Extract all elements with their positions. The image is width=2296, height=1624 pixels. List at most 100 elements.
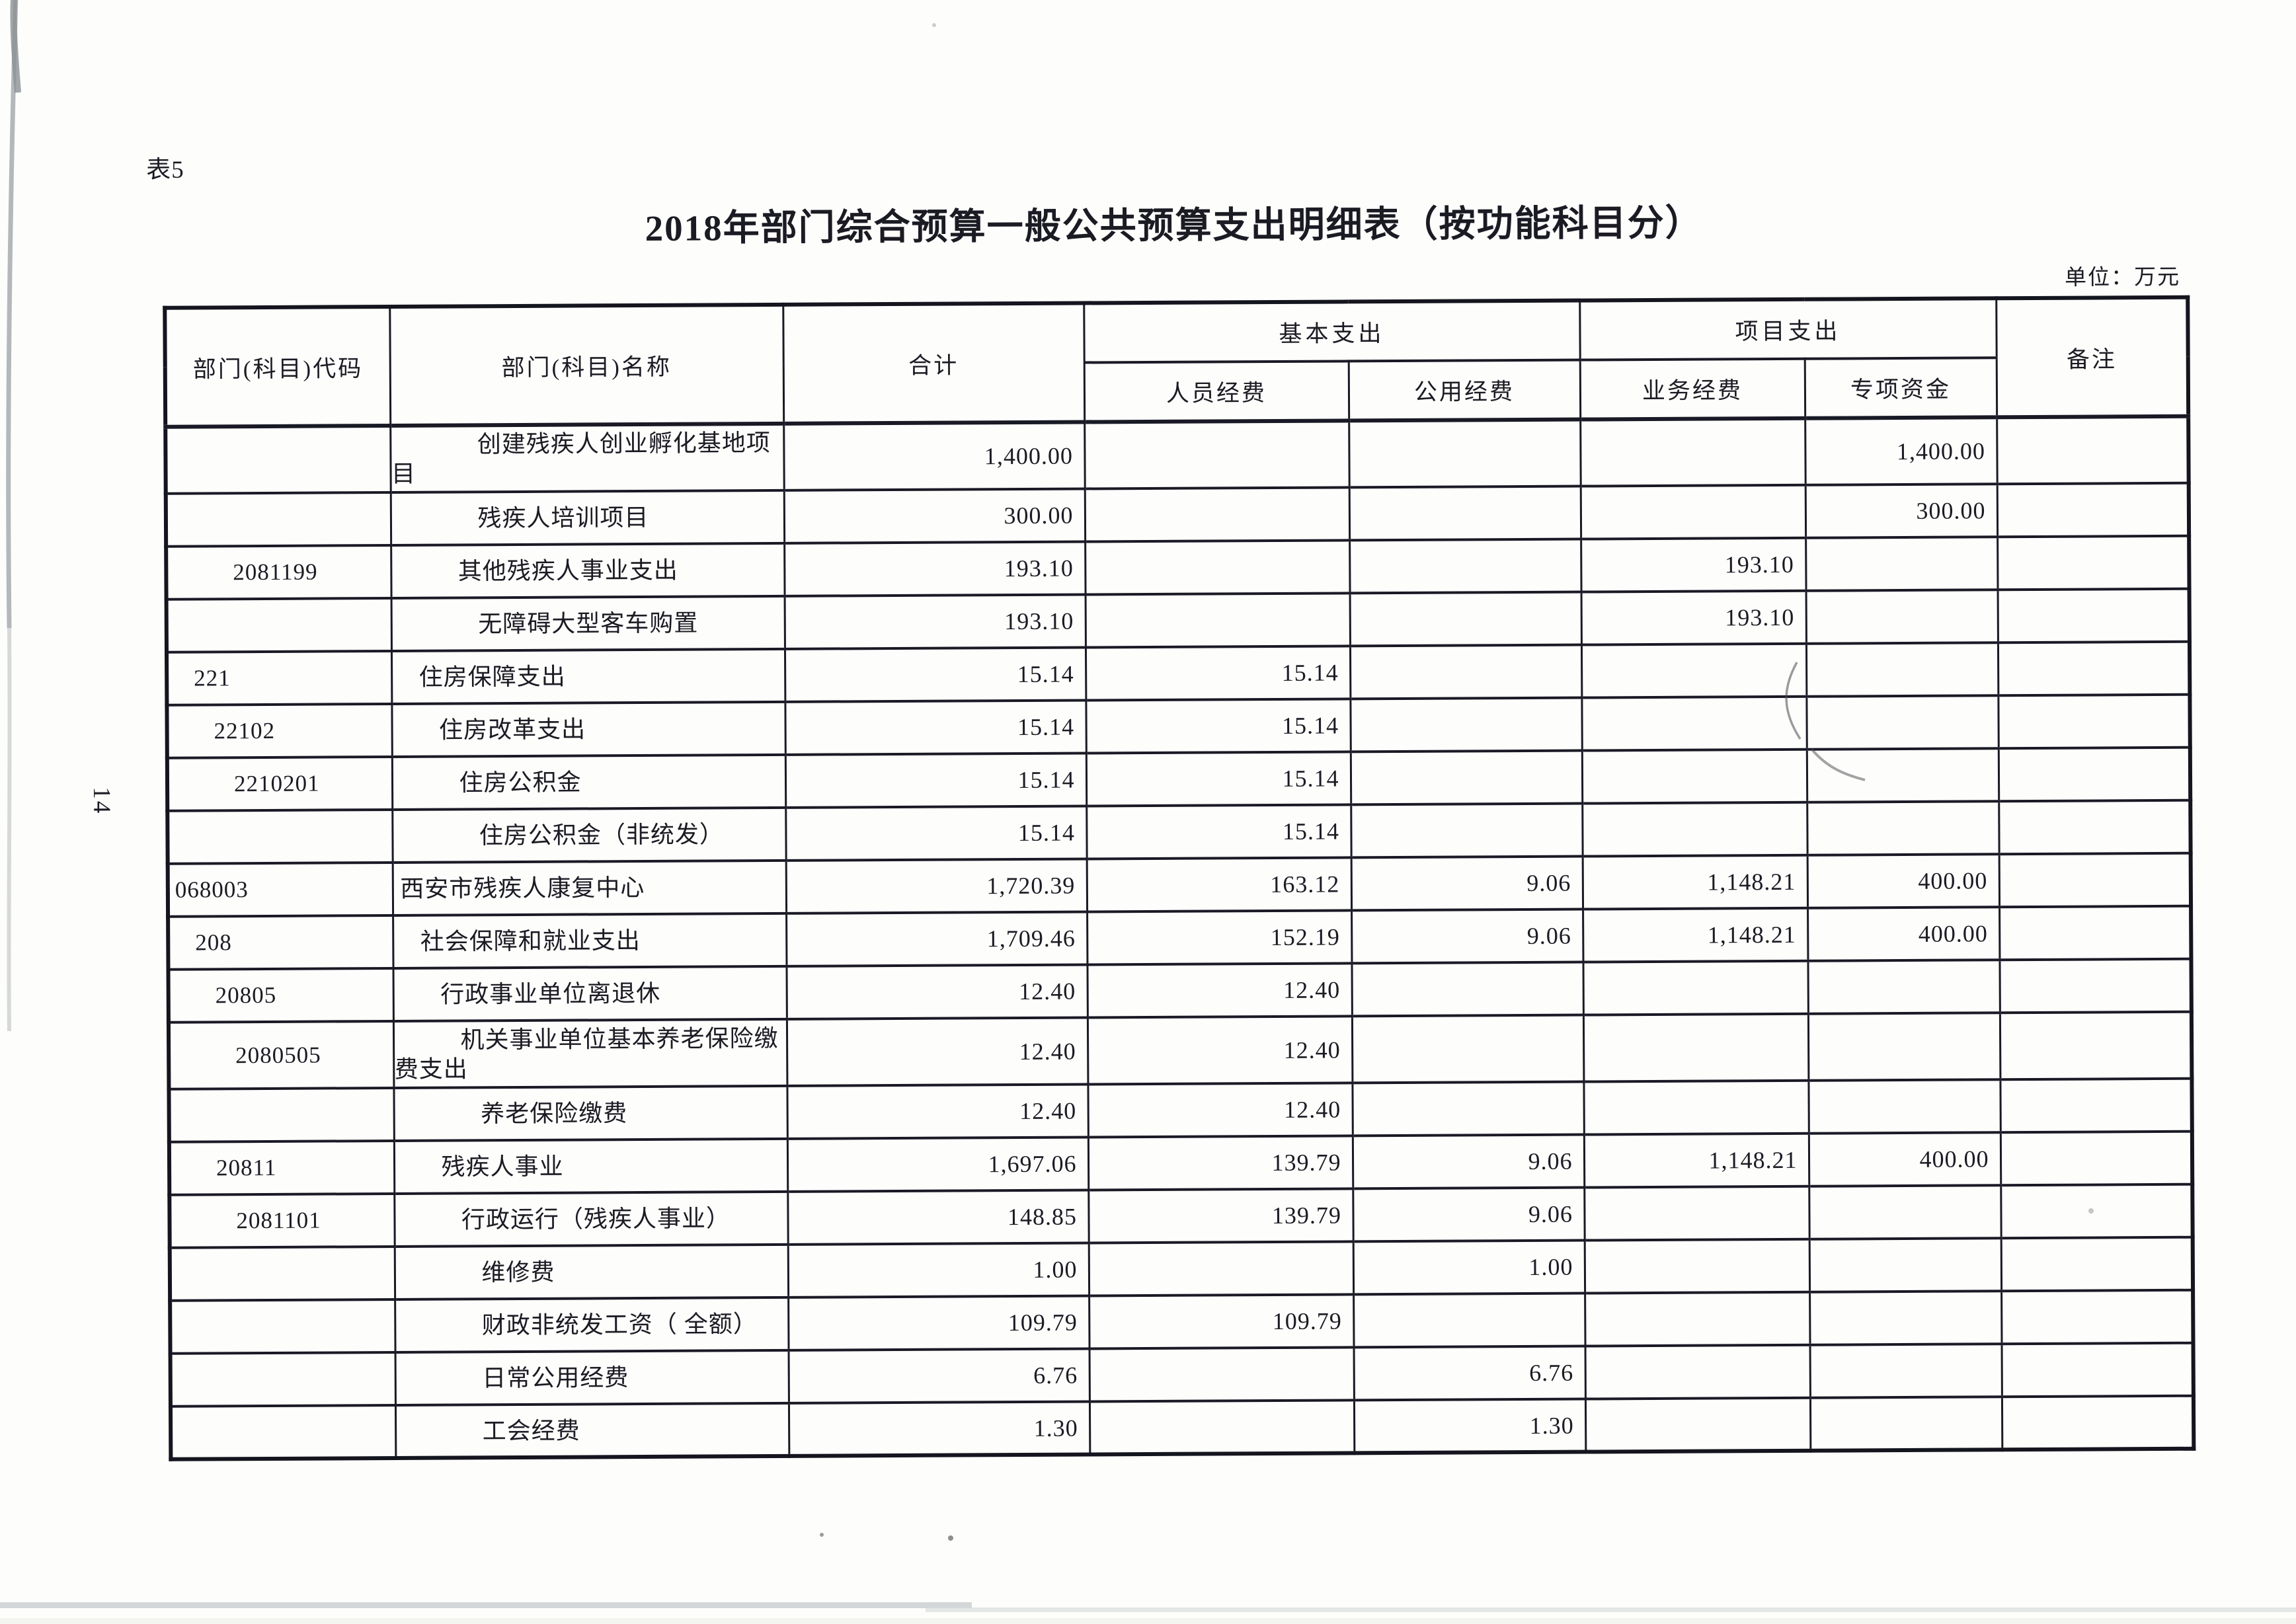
cell-name: 无障碍大型客车购置 bbox=[391, 596, 785, 651]
table-row: 2080505 机关事业单位基本养老保险缴费支出 12.40 12.40 bbox=[168, 1011, 2192, 1089]
header-business: 业务经费 bbox=[1579, 358, 1805, 420]
cell-name: 残疾人事业 bbox=[393, 1138, 788, 1194]
cell-special bbox=[1808, 1079, 2000, 1134]
table-row: 工会经费 1.30 1.30 bbox=[170, 1395, 2194, 1459]
cell-total: 15.14 bbox=[785, 753, 1087, 808]
cell-remark bbox=[1999, 853, 2192, 908]
cell-public: 1.30 bbox=[1353, 1399, 1586, 1453]
cell-personnel bbox=[1084, 420, 1349, 489]
cell-personnel: 12.40 bbox=[1087, 963, 1352, 1018]
header-personnel: 人员经费 bbox=[1084, 361, 1349, 422]
cell-total: 12.40 bbox=[786, 964, 1088, 1019]
cell-total: 109.79 bbox=[788, 1295, 1089, 1350]
cell-total: 300.00 bbox=[783, 488, 1086, 543]
cell-code: 221 bbox=[166, 650, 392, 705]
cell-code: 22102 bbox=[167, 703, 392, 758]
cell-code: 208 bbox=[168, 915, 393, 970]
cell-business bbox=[1583, 1013, 1809, 1082]
table-body: 创建残疾人创业孵化基地项目 1,400.00 1,400.00 残疾人培训项目 … bbox=[165, 416, 2194, 1459]
cell-special bbox=[1807, 1013, 2000, 1081]
header-code: 部门(科目)代码 bbox=[165, 306, 391, 427]
cell-code: 2081199 bbox=[166, 545, 391, 599]
table-header: 部门(科目)代码 部门(科目)名称 合计 基本支出 项目支出 备注 人员经费 公… bbox=[165, 297, 2189, 427]
cell-business: 1,148.21 bbox=[1583, 1133, 1809, 1188]
cell-name: 行政运行（残疾人事业） bbox=[394, 1191, 788, 1247]
cell-public bbox=[1349, 539, 1581, 594]
cell-personnel bbox=[1089, 1347, 1354, 1402]
cell-name: 其他残疾人事业支出 bbox=[391, 543, 785, 598]
cell-total: 15.14 bbox=[784, 647, 1086, 702]
cell-code bbox=[169, 1087, 394, 1142]
cell-remark bbox=[1997, 588, 2190, 643]
cell-personnel bbox=[1088, 1241, 1354, 1296]
cell-name: 行政事业单位离退休 bbox=[393, 966, 787, 1021]
cell-total: 193.10 bbox=[784, 594, 1086, 649]
cell-special bbox=[1806, 695, 1999, 750]
cell-name: 住房改革支出 bbox=[391, 701, 785, 757]
cell-name: 住房公积金 bbox=[391, 754, 786, 810]
header-total: 合计 bbox=[783, 303, 1085, 424]
cell-personnel: 15.14 bbox=[1086, 752, 1351, 806]
cell-business: 193.10 bbox=[1581, 537, 1806, 592]
cell-total: 6.76 bbox=[788, 1348, 1089, 1403]
cell-business bbox=[1585, 1344, 1810, 1399]
cell-code: 2080505 bbox=[168, 1021, 394, 1089]
cell-personnel bbox=[1084, 487, 1350, 542]
cell-personnel: 139.79 bbox=[1088, 1136, 1353, 1190]
cell-remark bbox=[1999, 1011, 2192, 1080]
cell-remark bbox=[1999, 800, 2191, 855]
cell-special bbox=[1807, 960, 2000, 1014]
cell-special bbox=[1809, 1397, 2002, 1451]
cell-code bbox=[166, 598, 391, 652]
cell-code bbox=[167, 809, 393, 864]
cell-name: 财政非统发工资（ 全额） bbox=[395, 1297, 789, 1352]
cell-public: 9.06 bbox=[1351, 909, 1583, 964]
cell-business: 193.10 bbox=[1581, 590, 1806, 645]
cell-remark bbox=[1997, 641, 2190, 696]
cell-name: 工会经费 bbox=[395, 1403, 789, 1458]
cell-total: 1.00 bbox=[787, 1243, 1089, 1297]
cell-special: 300.00 bbox=[1805, 484, 1998, 538]
cell-total: 15.14 bbox=[785, 806, 1087, 861]
cell-total: 1,720.39 bbox=[785, 859, 1088, 913]
cell-personnel: 12.40 bbox=[1087, 1016, 1353, 1085]
unit-note: 单位：万元 bbox=[2064, 265, 2181, 290]
cell-remark bbox=[1999, 906, 2192, 960]
cell-remark bbox=[1998, 747, 2191, 802]
cell-special bbox=[1807, 801, 1999, 855]
cell-public bbox=[1351, 803, 1583, 858]
cell-name: 西安市残疾人康复中心 bbox=[392, 860, 787, 915]
cell-remark bbox=[1997, 483, 2190, 537]
table-row: 创建残疾人创业孵化基地项目 1,400.00 1,400.00 bbox=[165, 416, 2189, 494]
cell-total: 1.30 bbox=[788, 1401, 1090, 1456]
cell-code bbox=[170, 1299, 395, 1354]
cell-total: 1,400.00 bbox=[783, 422, 1085, 490]
cell-public bbox=[1349, 419, 1581, 488]
cell-public: 1.00 bbox=[1353, 1240, 1585, 1295]
cell-public: 9.06 bbox=[1352, 1134, 1585, 1189]
cell-business bbox=[1580, 484, 1806, 539]
cell-total: 12.40 bbox=[787, 1084, 1088, 1139]
cell-business bbox=[1585, 1397, 1811, 1452]
cell-business bbox=[1581, 749, 1807, 804]
cell-code bbox=[165, 425, 391, 494]
cell-personnel: 109.79 bbox=[1089, 1294, 1354, 1349]
cell-public bbox=[1351, 1015, 1584, 1083]
cell-public bbox=[1352, 1081, 1584, 1136]
cell-business bbox=[1583, 1080, 1809, 1135]
cell-name: 日常公用经费 bbox=[395, 1350, 789, 1405]
cell-public: 9.06 bbox=[1351, 856, 1583, 911]
cell-special: 1,400.00 bbox=[1805, 417, 1997, 485]
header-row-top: 部门(科目)代码 部门(科目)名称 合计 基本支出 项目支出 备注 bbox=[165, 297, 2189, 427]
cell-special: 400.00 bbox=[1807, 907, 2000, 961]
page-title: 2018年部门综合预算一般公共预算支出明细表（按功能科目分） bbox=[645, 202, 1703, 249]
cell-name: 残疾人培训项目 bbox=[390, 490, 785, 545]
page-number: 14 bbox=[88, 787, 116, 816]
cell-public: 6.76 bbox=[1353, 1346, 1585, 1401]
cell-remark bbox=[2001, 1395, 2194, 1450]
cell-special bbox=[1809, 1344, 2002, 1398]
cell-code bbox=[170, 1352, 395, 1407]
cell-public bbox=[1350, 750, 1583, 805]
cell-personnel: 15.14 bbox=[1085, 646, 1351, 701]
budget-table: 部门(科目)代码 部门(科目)名称 合计 基本支出 项目支出 备注 人员经费 公… bbox=[163, 295, 2196, 1461]
